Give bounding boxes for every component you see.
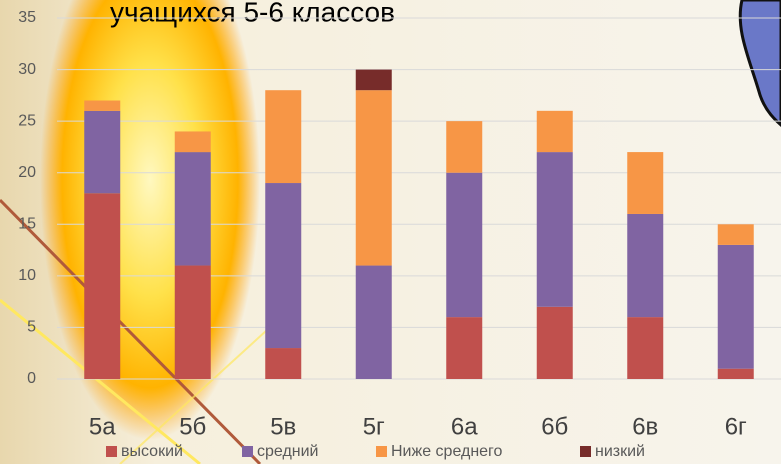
legend-label: средний	[257, 443, 319, 460]
x-tick-label: 5б	[179, 413, 206, 440]
x-tick-label: 6в	[632, 413, 658, 440]
y-tick-label: 10	[18, 267, 36, 284]
bar-segment	[718, 245, 754, 369]
y-tick-label: 20	[18, 164, 36, 181]
x-tick-label: 5а	[89, 413, 116, 440]
y-tick-label: 5	[27, 319, 36, 336]
legend-swatch	[106, 446, 117, 457]
bar-segment	[718, 369, 754, 379]
bar-segment	[627, 152, 663, 214]
y-tick-label: 15	[18, 216, 36, 233]
bar-segment	[446, 317, 482, 379]
bar-segment	[175, 131, 211, 152]
bar-segment	[175, 266, 211, 379]
bar-segment	[356, 90, 392, 265]
x-tick-label: 6б	[541, 413, 568, 440]
bar-segment	[537, 111, 573, 152]
x-tick-label: 5г	[363, 413, 385, 440]
bar-segment	[627, 317, 663, 379]
x-tick-label: 6г	[725, 413, 747, 440]
y-tick-label: 25	[18, 112, 36, 129]
bar-segment	[446, 121, 482, 173]
bar-segment	[265, 183, 301, 348]
bar-segment	[537, 307, 573, 379]
x-tick-label: 6а	[451, 413, 478, 440]
y-tick-label: 35	[18, 9, 36, 26]
chart-title: учащихся 5-6 классов	[110, 0, 395, 27]
bar-segment	[537, 152, 573, 307]
chart: учащихся 5-6 классов 0 5 10 15 20 25 30 35 5а 5б 5…	[0, 0, 781, 464]
bar-segment	[84, 101, 120, 111]
bar-segment	[718, 224, 754, 245]
y-tick-label: 0	[27, 370, 36, 387]
legend-swatch	[580, 446, 591, 457]
bar-segment	[356, 70, 392, 91]
legend-swatch	[376, 446, 387, 457]
y-tick-label: 30	[18, 61, 36, 78]
legend-label: низкий	[595, 443, 645, 460]
legend-label: Ниже среднего	[391, 443, 503, 460]
bar-segment	[446, 173, 482, 317]
bar-segment	[356, 266, 392, 379]
x-tick-label: 5в	[270, 413, 296, 440]
bar-segment	[84, 193, 120, 379]
bar-segment	[84, 111, 120, 194]
bar-segment	[265, 348, 301, 379]
bar-segment	[175, 152, 211, 265]
legend-label: высокий	[121, 443, 183, 460]
bar-segment	[265, 90, 301, 183]
legend-swatch	[242, 446, 253, 457]
bar-segment	[627, 214, 663, 317]
